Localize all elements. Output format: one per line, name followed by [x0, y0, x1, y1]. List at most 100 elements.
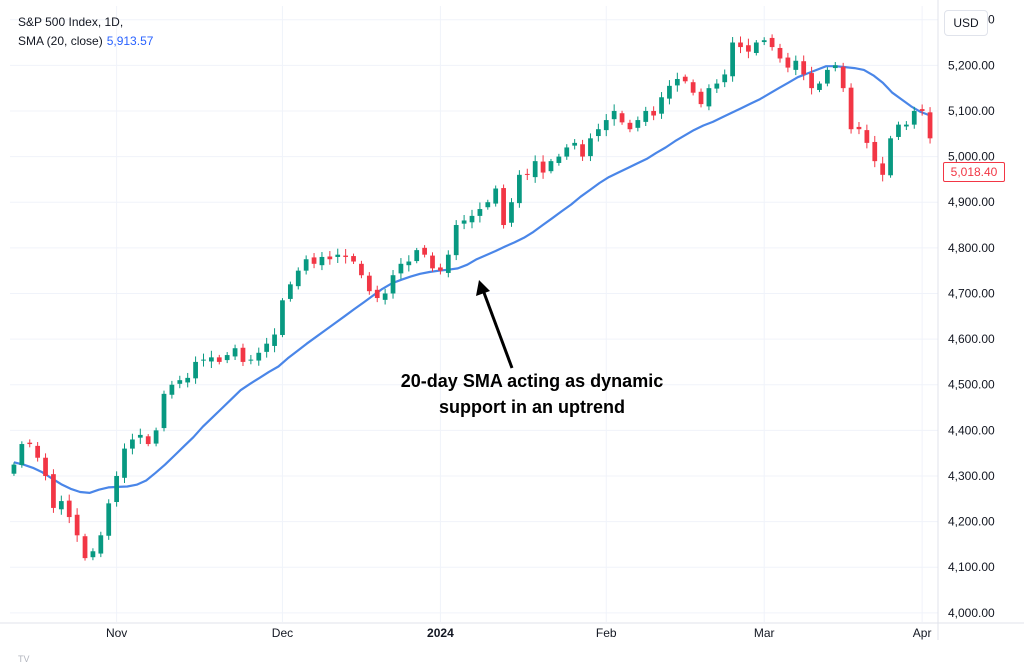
- candle-body: [469, 215, 475, 223]
- candle-body: [832, 65, 838, 69]
- candle-body: [209, 357, 214, 362]
- candle-body: [374, 289, 380, 299]
- candle-body: [366, 275, 372, 292]
- candle-body: [461, 220, 467, 224]
- candle-body: [753, 42, 759, 53]
- candle-body: [137, 434, 143, 438]
- chart-legend: S&P 500 Index, 1D, SMA (20, close) 5,913.…: [18, 13, 153, 51]
- y-tick-label: 4,700.00: [948, 286, 995, 300]
- candle-body: [825, 69, 830, 84]
- candle-body: [311, 257, 317, 264]
- candle-body: [706, 88, 712, 107]
- grid-lines: [10, 6, 938, 622]
- candle-body: [540, 161, 546, 173]
- sma-legend[interactable]: SMA (20, close) 5,913.57: [18, 32, 153, 51]
- y-tick-label: 5,100.00: [948, 104, 995, 118]
- candle-body: [572, 142, 578, 146]
- candle-body: [224, 355, 230, 361]
- candle-body: [761, 40, 767, 43]
- y-axis: 4,000.00 4,100.00 4,200.00 4,300.00 4,400.00…: [937, 0, 995, 640]
- candle-body: [390, 275, 396, 294]
- candle-body: [27, 442, 33, 445]
- y-tick-label: 4,100.00: [948, 560, 995, 574]
- candle-body: [627, 122, 633, 130]
- candle-body: [777, 47, 783, 59]
- candle-body: [287, 284, 293, 299]
- candle-body: [738, 42, 743, 48]
- candle-body: [888, 138, 893, 176]
- candle-body: [722, 74, 728, 83]
- candles-layer: [11, 34, 933, 561]
- candle-body: [106, 503, 112, 536]
- candle-body: [698, 91, 704, 105]
- x-tick-label: 2024: [427, 626, 454, 640]
- candle-body: [272, 334, 277, 346]
- candle-body: [872, 141, 878, 162]
- candle-body: [169, 384, 175, 395]
- y-tick-label: 4,200.00: [948, 515, 995, 529]
- candle-body: [714, 83, 720, 89]
- candle-body: [785, 57, 791, 68]
- y-tick-label: 4,600.00: [948, 332, 995, 346]
- candle-body: [430, 255, 435, 269]
- x-tick-label: Apr: [913, 626, 932, 640]
- candle-body: [848, 87, 854, 130]
- y-tick-label: 4,800.00: [948, 241, 995, 255]
- candle-body: [11, 464, 17, 474]
- currency-button[interactable]: USD: [944, 10, 988, 36]
- y-tick-label: 4,400.00: [948, 423, 995, 437]
- x-tick-label: Dec: [272, 626, 293, 640]
- candle-body: [635, 120, 641, 128]
- candle-body: [809, 73, 814, 89]
- sma-value: 5,913.57: [106, 34, 154, 48]
- candle-body: [122, 448, 127, 478]
- candle-body: [98, 535, 104, 554]
- candle-body: [185, 377, 191, 383]
- x-axis: NovDec2024FebMarAprM: [0, 622, 1024, 640]
- candle-body: [256, 352, 262, 361]
- candle-body: [580, 144, 585, 157]
- candle-body: [659, 97, 664, 114]
- candle-body: [351, 256, 356, 262]
- candle-body: [319, 256, 325, 266]
- candle-body: [564, 147, 570, 157]
- symbol-title[interactable]: S&P 500 Index, 1D,: [18, 15, 124, 29]
- candle-body: [445, 254, 451, 273]
- candle-body: [588, 138, 593, 157]
- candle-body: [595, 129, 601, 137]
- candle-body: [264, 343, 270, 352]
- candle-body: [690, 82, 696, 93]
- candle-body: [793, 60, 799, 70]
- x-tick-label: Nov: [106, 626, 127, 640]
- y-tick-label: 5,200.00: [948, 58, 995, 72]
- candle-body: [153, 430, 159, 444]
- sma-label: SMA (20, close): [18, 34, 103, 48]
- candle-body: [232, 348, 238, 357]
- candle-body: [532, 161, 538, 178]
- candle-body: [422, 247, 427, 255]
- candle-body: [556, 156, 562, 163]
- candle-body: [880, 163, 886, 175]
- candle-body: [919, 109, 925, 111]
- candle-body: [453, 225, 459, 256]
- candle-body: [35, 445, 41, 458]
- candle-body: [240, 347, 246, 362]
- candle-body: [840, 66, 846, 89]
- candle-body: [335, 254, 341, 257]
- candle-body: [911, 110, 917, 125]
- candle-body: [817, 83, 822, 90]
- candle-body: [864, 130, 870, 143]
- candle-body: [801, 61, 807, 75]
- y-tick-label: 5,000.00: [948, 150, 995, 164]
- candle-body: [280, 300, 285, 335]
- candle-body: [682, 76, 688, 82]
- candle-body: [903, 124, 909, 127]
- candle-body: [43, 457, 48, 476]
- y-tick-label: 4,500.00: [948, 378, 995, 392]
- x-tick-label: Mar: [754, 626, 775, 640]
- candle-body: [517, 174, 522, 204]
- last-price-label: 5,018.40: [943, 162, 1005, 182]
- candle-body: [66, 500, 72, 518]
- candle-body: [730, 42, 735, 77]
